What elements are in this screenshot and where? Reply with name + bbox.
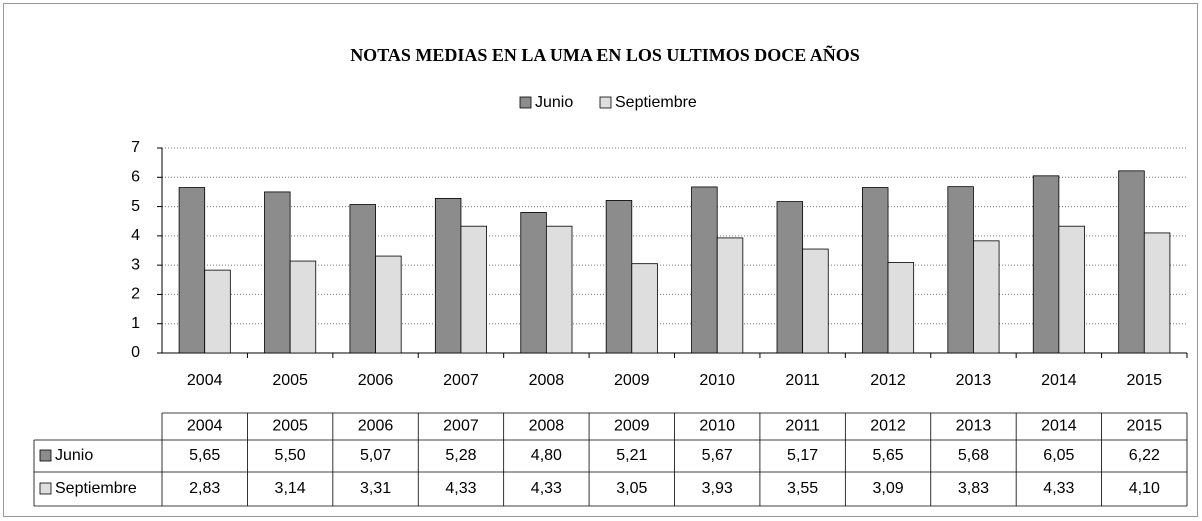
- bar: [264, 191, 291, 354]
- table-header: 2005: [272, 418, 308, 435]
- bar: [973, 240, 1000, 354]
- x-tick-label: 2013: [956, 372, 992, 389]
- table-cell: 3,83: [958, 480, 989, 497]
- bar: [289, 260, 317, 354]
- bar: [1143, 232, 1171, 354]
- table-cell: 5,67: [702, 447, 733, 464]
- x-tick-label: 2006: [358, 372, 394, 389]
- bar: [349, 204, 376, 354]
- bar: [1032, 175, 1060, 354]
- chart-title: NOTAS MEDIAS EN LA UMA EN LOS ULTIMOS DO…: [350, 44, 860, 65]
- table-cell: 5,65: [189, 447, 220, 464]
- x-tick-label: 2004: [187, 372, 223, 389]
- table-row-label: Septiembre: [55, 480, 137, 497]
- x-tick-label: 2010: [699, 372, 735, 389]
- table-header: 2004: [187, 418, 223, 435]
- table-cell: 3,05: [616, 480, 647, 497]
- legend-label: Septiembre: [615, 94, 697, 111]
- bar: [605, 200, 633, 354]
- bar: [1058, 225, 1085, 354]
- table-cell: 5,28: [445, 447, 476, 464]
- table-cell: 3,55: [787, 480, 818, 497]
- table-cell: 4,33: [531, 480, 562, 497]
- legend-swatch: [599, 96, 612, 109]
- bar: [776, 201, 804, 354]
- x-tick-label: 2015: [1126, 372, 1162, 389]
- table-cell: 5,65: [872, 447, 903, 464]
- table-cell: 5,50: [275, 447, 306, 464]
- table-cell: 5,07: [360, 447, 391, 464]
- legend-swatch: [519, 96, 532, 109]
- y-tick-label: 2: [131, 286, 140, 303]
- table-header: 2008: [529, 418, 565, 435]
- y-tick-label: 4: [131, 227, 140, 244]
- bar: [375, 255, 402, 354]
- table-header: 2013: [956, 418, 992, 435]
- y-tick-label: 5: [131, 198, 140, 215]
- table-header: 2010: [699, 418, 735, 435]
- table-header: 2011: [785, 418, 820, 435]
- table-header: 2014: [1041, 418, 1077, 435]
- table-header: 2015: [1126, 418, 1162, 435]
- bar: [716, 237, 744, 354]
- x-tick-label: 2005: [272, 372, 308, 389]
- x-tick-label: 2007: [443, 372, 479, 389]
- table-cell: 6,05: [1043, 447, 1074, 464]
- x-tick-label: 2014: [1041, 372, 1077, 389]
- table-cell: 5,21: [616, 447, 647, 464]
- bar: [434, 197, 462, 354]
- bar: [631, 263, 658, 354]
- table-cell: 5,17: [787, 447, 818, 464]
- bar: [947, 186, 974, 354]
- bar: [204, 269, 231, 354]
- y-tick-label: 0: [131, 344, 140, 361]
- table-header: 2012: [870, 418, 906, 435]
- table-cell: 4,80: [531, 447, 562, 464]
- y-tick-label: 6: [131, 169, 140, 186]
- bar: [545, 225, 573, 354]
- table-cell: 3,14: [275, 480, 306, 497]
- table-cell: 3,93: [702, 480, 733, 497]
- table-header: 2009: [614, 418, 650, 435]
- table-header: 2006: [358, 418, 394, 435]
- table-cell: 4,33: [1043, 480, 1074, 497]
- bar: [1118, 170, 1145, 354]
- table-cell: 5,68: [958, 447, 989, 464]
- table-legend-swatch: [39, 482, 52, 495]
- x-tick-label: 2008: [529, 372, 565, 389]
- bar: [802, 248, 829, 354]
- table-cell: 2,83: [189, 480, 220, 497]
- y-tick-label: 1: [131, 315, 140, 332]
- x-tick-label: 2009: [614, 372, 650, 389]
- table-row-label: Junio: [55, 447, 93, 464]
- x-tick-label: 2011: [785, 372, 820, 389]
- x-tick-label: 2012: [870, 372, 906, 389]
- table-cell: 6,22: [1129, 447, 1160, 464]
- table-legend-swatch: [39, 449, 52, 462]
- bar: [887, 262, 915, 354]
- y-tick-label: 7: [131, 139, 140, 156]
- bar: [178, 187, 206, 354]
- table-cell: 3,31: [360, 480, 391, 497]
- table-header: 2007: [443, 418, 479, 435]
- bar: [862, 187, 889, 354]
- bar: [520, 212, 547, 354]
- bar: [691, 186, 718, 354]
- table-cell: 4,33: [445, 480, 476, 497]
- bar: [460, 225, 487, 354]
- legend-label: Junio: [535, 94, 573, 111]
- table-cell: 4,10: [1129, 480, 1160, 497]
- y-tick-label: 3: [131, 256, 140, 273]
- table-cell: 3,09: [872, 480, 903, 497]
